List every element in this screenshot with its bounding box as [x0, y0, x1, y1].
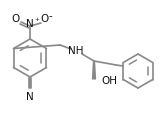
Text: N: N — [26, 92, 34, 102]
Text: -: - — [48, 11, 52, 21]
Text: N: N — [26, 19, 34, 29]
Text: OH: OH — [101, 76, 117, 86]
Text: O: O — [12, 14, 20, 24]
Text: NH: NH — [68, 46, 84, 56]
Text: +: + — [34, 17, 39, 22]
Text: O: O — [41, 14, 49, 24]
